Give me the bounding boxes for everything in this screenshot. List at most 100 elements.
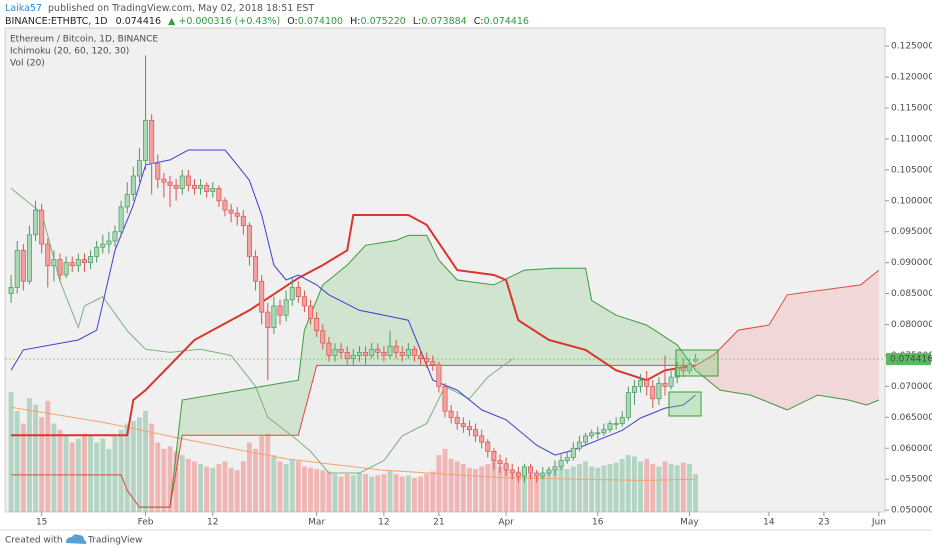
y-tick-label: 0.060000 — [891, 444, 932, 454]
x-tick-label: 12 — [207, 518, 218, 528]
candle-body — [39, 209, 45, 245]
ohlc-label: H: — [350, 16, 360, 27]
candle-body — [228, 209, 234, 214]
volume-bar — [393, 474, 399, 512]
candle-body — [295, 287, 301, 298]
candle-body — [14, 249, 20, 288]
y-tick-label: 0.090000 — [891, 258, 932, 268]
x-tick-label: Apr — [498, 518, 514, 528]
volume-bar — [570, 466, 576, 512]
published: published on TradingView.com, May 02, 20… — [48, 3, 314, 14]
candle-body — [88, 256, 94, 263]
candle-body — [613, 423, 619, 425]
volume-bar — [283, 464, 289, 512]
legend-volume: Vol (20) — [10, 59, 45, 69]
volume-bar — [161, 448, 167, 512]
volume-bar — [656, 466, 662, 512]
volume-bar — [473, 469, 478, 512]
x-tick-label: Jun — [871, 518, 886, 528]
volume-bar — [192, 461, 197, 512]
candle-body — [332, 348, 338, 356]
volume-bar — [369, 476, 375, 512]
volume-bar — [302, 466, 307, 512]
symbol: BINANCE:ETHBTC, 1D — [5, 16, 108, 27]
footer-brand[interactable]: TradingView — [87, 536, 142, 546]
candle-body — [552, 466, 558, 471]
annotation-box[interactable] — [675, 349, 719, 377]
brand-logo[interactable] — [66, 534, 87, 544]
volume-bar — [650, 464, 656, 512]
candle-body — [210, 188, 216, 192]
candle-body — [198, 184, 204, 189]
y-tick-label: 0.125000 — [891, 42, 932, 52]
author[interactable]: Laika57 — [5, 3, 42, 14]
volume-bar — [308, 467, 313, 512]
volume-bar — [687, 464, 692, 512]
volume-bar — [326, 471, 332, 512]
volume-bar — [418, 476, 423, 512]
volume-bar — [515, 471, 521, 512]
y-tick-label: 0.055000 — [891, 475, 932, 485]
candle-body — [466, 426, 472, 431]
volume-bar — [167, 446, 173, 512]
candle-body — [680, 367, 686, 372]
volume-bar — [216, 464, 222, 512]
volume-bar — [589, 466, 595, 512]
candle-body — [570, 447, 576, 458]
volume-bar — [247, 442, 252, 512]
x-tick-label: 12 — [378, 518, 389, 528]
volume-bar — [625, 455, 631, 512]
candle-body — [100, 243, 106, 248]
volume-bar — [399, 476, 405, 512]
candle-body — [393, 345, 399, 353]
candle-body — [69, 262, 75, 267]
candle-body — [143, 119, 149, 161]
volume-bar — [179, 455, 185, 512]
candle-body — [625, 392, 631, 418]
volume-bar — [601, 465, 607, 512]
volume-bar — [63, 436, 69, 512]
candle-body — [253, 256, 259, 282]
candle-body — [564, 457, 570, 461]
ichimoku-span-b — [11, 269, 880, 508]
volume-ma — [11, 406, 696, 481]
ichimoku-span-a — [139, 234, 880, 508]
legend-title: Ethereum / Bitcoin, 1D, BINANCE — [10, 35, 158, 45]
candle-body — [259, 280, 265, 313]
candle-body — [619, 416, 625, 424]
candle-body — [485, 441, 491, 452]
annotation-box[interactable] — [668, 391, 702, 417]
candle-body — [173, 184, 179, 189]
candle-body — [63, 262, 69, 276]
volume-bar — [314, 469, 320, 512]
candle-body — [149, 119, 155, 164]
candle-body — [363, 352, 369, 356]
volume-bar — [143, 410, 148, 512]
candle-body — [191, 184, 197, 189]
candle-body — [185, 175, 191, 186]
candle-body — [271, 305, 277, 328]
plot-area — [4, 27, 886, 513]
candle-body — [405, 348, 411, 356]
x-tick-label: 15 — [36, 518, 47, 528]
volume-bar — [430, 471, 436, 512]
candle-body — [375, 348, 381, 353]
candle-body — [515, 472, 521, 477]
volume-bar — [27, 398, 32, 512]
y-tick-label: 0.070000 — [891, 382, 932, 392]
candle-body — [460, 423, 466, 427]
footer-created: Created with — [5, 536, 63, 546]
candle-body — [240, 215, 246, 226]
candles-layer — [8, 55, 699, 483]
candle-body — [411, 348, 417, 356]
candle-body — [277, 305, 283, 316]
candle-body — [576, 441, 582, 449]
cloud-fill — [139, 235, 879, 508]
y-tick-label: 0.080000 — [891, 320, 932, 330]
last-price-box — [886, 353, 931, 366]
last: 0.074416 — [116, 16, 161, 27]
candle-body — [26, 234, 32, 282]
candle-body — [265, 311, 271, 328]
volume-bar — [320, 470, 326, 512]
y-tick-label: 0.110000 — [891, 134, 932, 144]
